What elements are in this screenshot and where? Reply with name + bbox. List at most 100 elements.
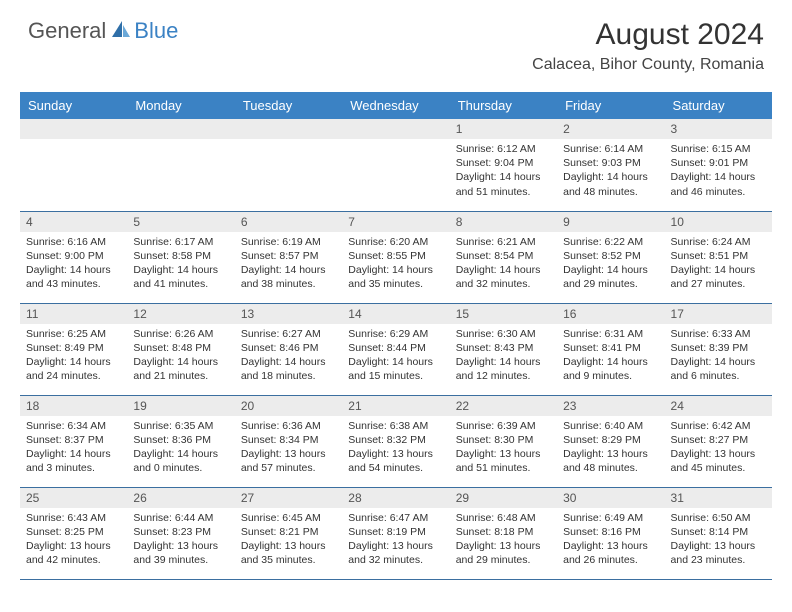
day-number: 4 xyxy=(20,212,127,232)
day-number: 15 xyxy=(450,304,557,324)
calendar-row: 25Sunrise: 6:43 AMSunset: 8:25 PMDayligh… xyxy=(20,487,772,579)
day2-text: and 32 minutes. xyxy=(348,553,443,567)
day-header: Sunday xyxy=(20,92,127,119)
day-number xyxy=(20,119,127,139)
day-number: 8 xyxy=(450,212,557,232)
day-number: 25 xyxy=(20,488,127,508)
day-details: Sunrise: 6:50 AMSunset: 8:14 PMDaylight:… xyxy=(665,508,772,572)
sunset-text: Sunset: 8:18 PM xyxy=(456,525,551,539)
day1-text: Daylight: 14 hours xyxy=(563,170,658,184)
day2-text: and 41 minutes. xyxy=(133,277,228,291)
calendar-cell xyxy=(235,119,342,211)
day1-text: Daylight: 13 hours xyxy=(133,539,228,553)
sunrise-text: Sunrise: 6:14 AM xyxy=(563,142,658,156)
calendar-cell: 14Sunrise: 6:29 AMSunset: 8:44 PMDayligh… xyxy=(342,303,449,395)
day1-text: Daylight: 14 hours xyxy=(671,355,766,369)
day2-text: and 15 minutes. xyxy=(348,369,443,383)
header: General Blue August 2024 Calacea, Bihor … xyxy=(0,0,792,82)
calendar-cell xyxy=(342,119,449,211)
sunset-text: Sunset: 9:03 PM xyxy=(563,156,658,170)
sunrise-text: Sunrise: 6:31 AM xyxy=(563,327,658,341)
sunrise-text: Sunrise: 6:25 AM xyxy=(26,327,121,341)
sunrise-text: Sunrise: 6:19 AM xyxy=(241,235,336,249)
day-details: Sunrise: 6:25 AMSunset: 8:49 PMDaylight:… xyxy=(20,324,127,388)
logo: General Blue xyxy=(28,18,178,44)
sunset-text: Sunset: 8:46 PM xyxy=(241,341,336,355)
calendar-cell: 26Sunrise: 6:44 AMSunset: 8:23 PMDayligh… xyxy=(127,487,234,579)
logo-sail-icon xyxy=(110,19,132,44)
sunset-text: Sunset: 8:16 PM xyxy=(563,525,658,539)
day-details: Sunrise: 6:47 AMSunset: 8:19 PMDaylight:… xyxy=(342,508,449,572)
calendar-row: 11Sunrise: 6:25 AMSunset: 8:49 PMDayligh… xyxy=(20,303,772,395)
day2-text: and 51 minutes. xyxy=(456,185,551,199)
sunrise-text: Sunrise: 6:34 AM xyxy=(26,419,121,433)
day1-text: Daylight: 13 hours xyxy=(456,447,551,461)
day2-text: and 32 minutes. xyxy=(456,277,551,291)
month-title: August 2024 xyxy=(532,18,764,52)
sunrise-text: Sunrise: 6:44 AM xyxy=(133,511,228,525)
sunrise-text: Sunrise: 6:33 AM xyxy=(671,327,766,341)
sunrise-text: Sunrise: 6:29 AM xyxy=(348,327,443,341)
day1-text: Daylight: 14 hours xyxy=(456,355,551,369)
sunrise-text: Sunrise: 6:42 AM xyxy=(671,419,766,433)
sunrise-text: Sunrise: 6:12 AM xyxy=(456,142,551,156)
sunset-text: Sunset: 9:00 PM xyxy=(26,249,121,263)
sunset-text: Sunset: 8:43 PM xyxy=(456,341,551,355)
day2-text: and 0 minutes. xyxy=(133,461,228,475)
sunset-text: Sunset: 8:19 PM xyxy=(348,525,443,539)
day1-text: Daylight: 14 hours xyxy=(241,355,336,369)
day-header: Monday xyxy=(127,92,234,119)
day-number: 6 xyxy=(235,212,342,232)
day-details: Sunrise: 6:45 AMSunset: 8:21 PMDaylight:… xyxy=(235,508,342,572)
day2-text: and 9 minutes. xyxy=(563,369,658,383)
sunset-text: Sunset: 9:04 PM xyxy=(456,156,551,170)
day2-text: and 45 minutes. xyxy=(671,461,766,475)
day-number: 30 xyxy=(557,488,664,508)
day-details: Sunrise: 6:17 AMSunset: 8:58 PMDaylight:… xyxy=(127,232,234,296)
calendar-cell: 21Sunrise: 6:38 AMSunset: 8:32 PMDayligh… xyxy=(342,395,449,487)
day-number: 21 xyxy=(342,396,449,416)
day1-text: Daylight: 14 hours xyxy=(133,447,228,461)
day-details: Sunrise: 6:14 AMSunset: 9:03 PMDaylight:… xyxy=(557,139,664,203)
day1-text: Daylight: 13 hours xyxy=(348,539,443,553)
logo-text-general: General xyxy=(28,18,106,44)
calendar-cell: 31Sunrise: 6:50 AMSunset: 8:14 PMDayligh… xyxy=(665,487,772,579)
day1-text: Daylight: 14 hours xyxy=(563,355,658,369)
day-header: Thursday xyxy=(450,92,557,119)
day2-text: and 6 minutes. xyxy=(671,369,766,383)
calendar-cell: 7Sunrise: 6:20 AMSunset: 8:55 PMDaylight… xyxy=(342,211,449,303)
day2-text: and 27 minutes. xyxy=(671,277,766,291)
day-details: Sunrise: 6:15 AMSunset: 9:01 PMDaylight:… xyxy=(665,139,772,203)
title-block: August 2024 Calacea, Bihor County, Roman… xyxy=(532,18,764,74)
sunset-text: Sunset: 8:49 PM xyxy=(26,341,121,355)
day-details: Sunrise: 6:40 AMSunset: 8:29 PMDaylight:… xyxy=(557,416,664,480)
sunrise-text: Sunrise: 6:15 AM xyxy=(671,142,766,156)
day-number: 31 xyxy=(665,488,772,508)
day1-text: Daylight: 14 hours xyxy=(26,263,121,277)
day1-text: Daylight: 13 hours xyxy=(241,447,336,461)
day2-text: and 29 minutes. xyxy=(563,277,658,291)
day1-text: Daylight: 14 hours xyxy=(563,263,658,277)
day-details: Sunrise: 6:43 AMSunset: 8:25 PMDaylight:… xyxy=(20,508,127,572)
day2-text: and 26 minutes. xyxy=(563,553,658,567)
calendar-cell: 10Sunrise: 6:24 AMSunset: 8:51 PMDayligh… xyxy=(665,211,772,303)
day-details: Sunrise: 6:36 AMSunset: 8:34 PMDaylight:… xyxy=(235,416,342,480)
day1-text: Daylight: 14 hours xyxy=(133,263,228,277)
sunset-text: Sunset: 8:27 PM xyxy=(671,433,766,447)
sunrise-text: Sunrise: 6:30 AM xyxy=(456,327,551,341)
day-number: 9 xyxy=(557,212,664,232)
day1-text: Daylight: 13 hours xyxy=(456,539,551,553)
calendar-cell: 17Sunrise: 6:33 AMSunset: 8:39 PMDayligh… xyxy=(665,303,772,395)
day1-text: Daylight: 13 hours xyxy=(26,539,121,553)
calendar-cell: 15 Sunrise: 6:30 AMSunset: 8:43 PMDayligh… xyxy=(450,303,557,395)
day-details: Sunrise: 6:44 AMSunset: 8:23 PMDaylight:… xyxy=(127,508,234,572)
day1-text: Daylight: 14 hours xyxy=(348,355,443,369)
sunrise-text: Sunrise: 6:45 AM xyxy=(241,511,336,525)
day-number: 1 xyxy=(450,119,557,139)
sunset-text: Sunset: 8:34 PM xyxy=(241,433,336,447)
day1-text: Daylight: 13 hours xyxy=(241,539,336,553)
day-details: Sunrise: 6:48 AMSunset: 8:18 PMDaylight:… xyxy=(450,508,557,572)
day2-text: and 48 minutes. xyxy=(563,185,658,199)
sunset-text: Sunset: 8:29 PM xyxy=(563,433,658,447)
day-number: 17 xyxy=(665,304,772,324)
